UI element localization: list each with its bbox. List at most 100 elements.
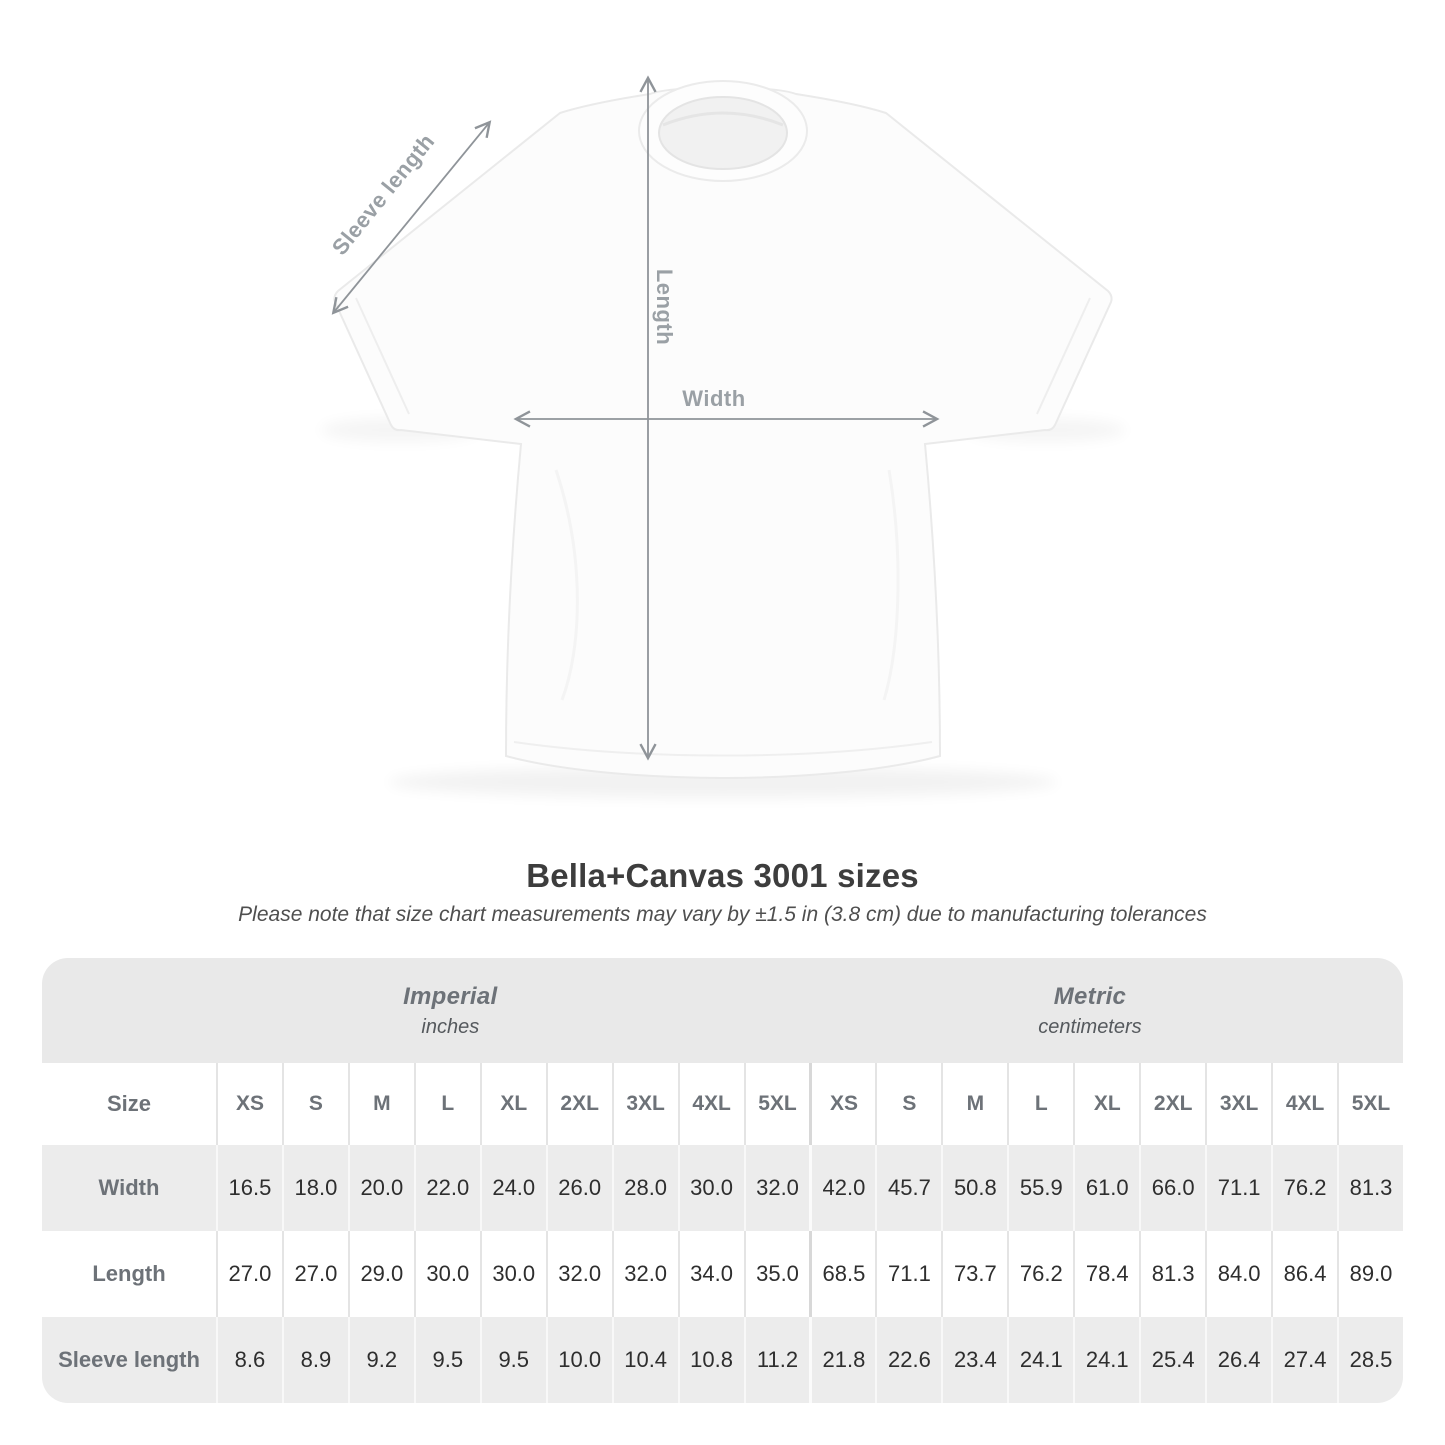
- size-column-header: XS: [809, 1063, 876, 1145]
- sleeve-length-arrow: [331, 120, 492, 315]
- length-label: Length: [652, 269, 677, 345]
- measurement-value: 42.0: [809, 1145, 876, 1231]
- size-column-header: L: [1007, 1063, 1074, 1145]
- measurement-value: 35.0: [743, 1231, 810, 1317]
- measurement-value: 16.5: [216, 1145, 282, 1231]
- measurement-value: 84.0: [1205, 1231, 1272, 1317]
- size-column-header: 3XL: [1205, 1063, 1272, 1145]
- measurement-value: 11.2: [743, 1317, 810, 1403]
- measurement-value: 26.0: [545, 1145, 612, 1231]
- measurement-value: 71.1: [875, 1231, 942, 1317]
- unit-header-band: Imperial inches Metric centimeters: [42, 958, 1403, 1063]
- size-column-header: 4XL: [677, 1063, 744, 1145]
- size-column-title: Size: [42, 1063, 216, 1145]
- measurement-value: 25.4: [1139, 1317, 1206, 1403]
- measurement-value: 30.0: [413, 1231, 480, 1317]
- measurement-value: 68.5: [809, 1231, 876, 1317]
- size-column-header: 5XL: [1337, 1063, 1403, 1145]
- measurement-value: 8.6: [216, 1317, 282, 1403]
- collar-inner-shadow: [662, 111, 784, 127]
- measurement-value: 23.4: [941, 1317, 1008, 1403]
- measurement-value: 32.0: [743, 1145, 810, 1231]
- measurement-value: 24.1: [1073, 1317, 1140, 1403]
- collar-opening: [658, 96, 788, 170]
- size-column-header: 4XL: [1271, 1063, 1338, 1145]
- measurement-value: 86.4: [1271, 1231, 1338, 1317]
- size-column-header: S: [875, 1063, 942, 1145]
- measurement-value: 32.0: [611, 1231, 678, 1317]
- imperial-unit-name: Imperial: [403, 982, 498, 1010]
- measurement-value: 76.2: [1271, 1145, 1338, 1231]
- measurement-value: 81.3: [1139, 1231, 1206, 1317]
- tolerance-note: Please note that size chart measurements…: [238, 903, 1207, 926]
- measurement-value: 28.0: [611, 1145, 678, 1231]
- row-label: Length: [42, 1231, 216, 1317]
- measurement-value: 29.0: [347, 1231, 414, 1317]
- metric-unit-name: Metric: [1053, 982, 1127, 1010]
- size-column-header: 2XL: [545, 1063, 612, 1145]
- measurement-value: 45.7: [875, 1145, 942, 1231]
- measurement-value: 10.0: [545, 1317, 612, 1403]
- measurement-value: 28.5: [1337, 1317, 1403, 1403]
- page-title: Bella+Canvas 3001 sizes: [526, 857, 919, 894]
- row-label: Width: [42, 1145, 216, 1231]
- measurement-value: 71.1: [1205, 1145, 1272, 1231]
- size-table: Imperial inches Metric centimeters Size X…: [42, 958, 1403, 1403]
- measurement-value: 50.8: [941, 1145, 1008, 1231]
- measurement-value: 32.0: [545, 1231, 612, 1317]
- measurement-value: 30.0: [479, 1231, 546, 1317]
- measurement-value: 27.4: [1271, 1317, 1338, 1403]
- size-column-header: M: [941, 1063, 1008, 1145]
- measurement-value: 81.3: [1337, 1145, 1403, 1231]
- shirt-outline: [333, 86, 1113, 780]
- measurement-value: 27.0: [216, 1231, 282, 1317]
- wrinkle-right: [882, 469, 900, 701]
- size-column-header: XL: [1073, 1063, 1140, 1145]
- shirt-shadow: [388, 766, 1058, 798]
- measurement-value: 27.0: [281, 1231, 348, 1317]
- size-column-header: XL: [479, 1063, 546, 1145]
- size-grid: Size XS S M L XL 2XL 3XL 4XL 5XL XS S M L XL 2XL 3XL 4XL 5…: [42, 1063, 1403, 1403]
- size-column-header: 3XL: [611, 1063, 678, 1145]
- size-column-header: 5XL: [743, 1063, 810, 1145]
- imperial-unit-sub: inches: [421, 1015, 480, 1038]
- shirt-measurement-diagram: Sleeve length Length Width: [320, 75, 1126, 798]
- cuff-seam-right: [1036, 297, 1091, 415]
- measurement-value: 89.0: [1337, 1231, 1403, 1317]
- measurement-value: 9.2: [347, 1317, 414, 1403]
- measurement-value: 21.8: [809, 1317, 876, 1403]
- measurement-value: 9.5: [479, 1317, 546, 1403]
- size-column-header: XS: [216, 1063, 282, 1145]
- measurement-value: 76.2: [1007, 1231, 1074, 1317]
- size-column-header: M: [347, 1063, 414, 1145]
- imperial-unit-group: Imperial inches: [403, 958, 497, 1063]
- measurement-value: 10.4: [611, 1317, 678, 1403]
- metric-unit-sub: centimeters: [1038, 1015, 1142, 1038]
- measurement-value: 55.9: [1007, 1145, 1074, 1231]
- metric-unit-group: Metric centimeters: [1038, 958, 1141, 1063]
- measurement-value: 26.4: [1205, 1317, 1272, 1403]
- measurement-value: 24.0: [479, 1145, 546, 1231]
- measurement-value: 34.0: [677, 1231, 744, 1317]
- measurement-value: 73.7: [941, 1231, 1008, 1317]
- size-column-header: S: [281, 1063, 348, 1145]
- size-column-header: 2XL: [1139, 1063, 1206, 1145]
- measurement-value: 8.9: [281, 1317, 348, 1403]
- measurement-value: 66.0: [1139, 1145, 1206, 1231]
- size-column-header: L: [413, 1063, 480, 1145]
- measurement-value: 61.0: [1073, 1145, 1140, 1231]
- cuff-seam-left: [355, 297, 410, 415]
- measurement-value: 20.0: [347, 1145, 414, 1231]
- wrinkle-left: [554, 469, 579, 701]
- measurement-value: 22.0: [413, 1145, 480, 1231]
- measurement-value: 30.0: [677, 1145, 744, 1231]
- row-label: Sleeve length: [42, 1317, 216, 1403]
- measurement-value: 9.5: [413, 1317, 480, 1403]
- width-label: Width: [682, 386, 745, 411]
- measurement-value: 10.8: [677, 1317, 744, 1403]
- measurement-value: 78.4: [1073, 1231, 1140, 1317]
- measurement-value: 18.0: [281, 1145, 348, 1231]
- measurement-value: 24.1: [1007, 1317, 1074, 1403]
- measurement-value: 22.6: [875, 1317, 942, 1403]
